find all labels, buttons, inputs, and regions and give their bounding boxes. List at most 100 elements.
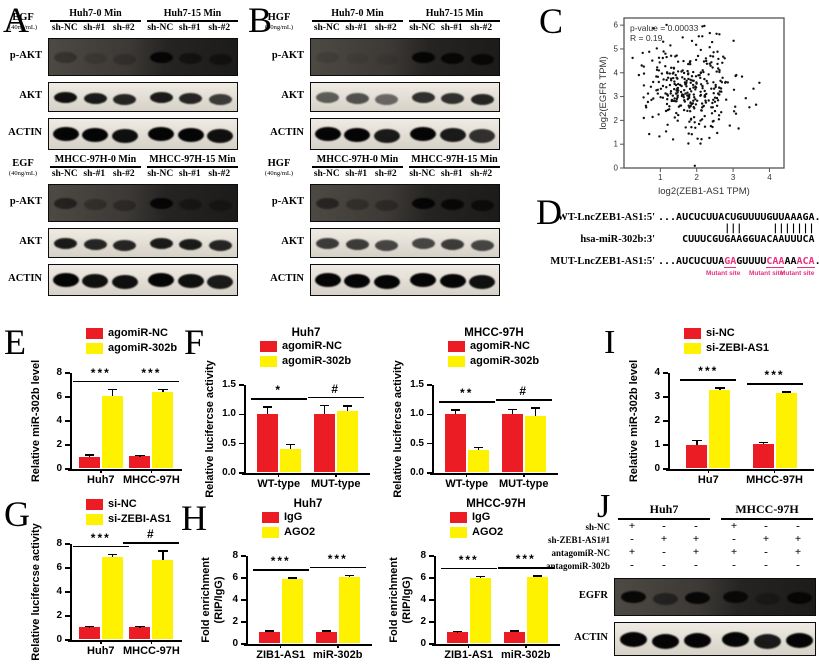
data-point	[682, 93, 685, 97]
data-point	[671, 94, 674, 97]
bar-si-zebi-as1	[775, 393, 797, 468]
lane-label: sh-#2	[208, 23, 231, 33]
lane-label: sh-#1	[178, 23, 201, 33]
legend-swatch	[448, 356, 465, 367]
data-point	[689, 63, 692, 66]
y-tick-label: 0	[232, 638, 238, 649]
data-point	[651, 59, 654, 62]
data-point	[699, 142, 702, 145]
treatment-sign: +	[692, 533, 700, 545]
x-tick-mark	[337, 644, 339, 648]
data-point	[684, 126, 687, 129]
y-tick-label: 1.5	[410, 379, 424, 390]
sequence-text: ||| |||||||	[658, 223, 815, 234]
y-tick-mark	[65, 591, 70, 593]
y-tick-label: 6	[420, 572, 426, 583]
bar-igg	[258, 631, 280, 643]
blot-strip-akt	[310, 82, 500, 112]
data-point	[716, 50, 719, 53]
data-point	[708, 46, 711, 49]
protein-band	[113, 239, 137, 251]
data-point	[688, 61, 692, 64]
error-bar-line	[785, 391, 788, 394]
treatment-sign: -	[662, 546, 666, 558]
bar-agomir-302b	[467, 450, 489, 472]
treatment-sign: -	[662, 559, 666, 571]
sequence-bases: ...AUCUCUUA	[658, 256, 725, 267]
data-point	[714, 85, 717, 89]
data-point	[701, 69, 704, 72]
legend-entry: AGO2	[450, 526, 574, 539]
protein-band	[652, 593, 678, 605]
data-point	[732, 88, 736, 92]
x-tick-mark	[523, 473, 525, 477]
data-point	[672, 99, 675, 103]
protein-band	[314, 127, 341, 141]
legend-swatch	[260, 356, 277, 367]
error-bar-cap	[342, 405, 353, 407]
data-point	[694, 86, 698, 89]
legend-entry: agomiR-302b	[86, 342, 196, 355]
x-tick-mark	[279, 644, 282, 648]
x-tick-mark	[465, 473, 468, 477]
y-tick-label: 1.5	[222, 379, 236, 390]
data-point	[657, 56, 661, 59]
legend-swatch	[450, 527, 467, 538]
data-point	[687, 94, 690, 98]
data-point	[661, 84, 665, 88]
y-axis-line	[432, 385, 434, 473]
panel-h-huh7-bar-chart: Huh7 IgG AGO2 Fold enrichment (RIP/IgG) 0 2 4 6 8…	[198, 498, 374, 662]
bar-agomir-nc	[78, 457, 100, 468]
legend-entry: IgG	[262, 511, 386, 524]
group-label: MHCC-97H	[721, 502, 813, 520]
data-point	[689, 101, 692, 104]
data-point	[674, 83, 678, 87]
data-point	[650, 98, 653, 102]
significance-marker: ***	[141, 365, 162, 380]
protein-band	[208, 239, 232, 251]
data-point	[649, 85, 653, 89]
error-bar-cap	[135, 454, 145, 457]
treatment-sign: +	[794, 533, 802, 545]
data-point	[711, 101, 714, 105]
treatment-sign: +	[628, 520, 636, 532]
wt-sequence-row: WT-LncZEB1-AS1:5' ...AUCUCUUACUGUUUUGUUAA…	[543, 212, 819, 223]
data-point	[709, 124, 713, 128]
data-point	[669, 77, 673, 80]
protein-band	[149, 197, 173, 209]
lane-label: sh-#1	[83, 169, 106, 179]
treatment-sign: -	[796, 520, 800, 532]
y-tick-mark	[241, 621, 246, 623]
data-point	[718, 86, 721, 89]
error-bar-line	[162, 389, 164, 393]
y-tick-label: 1	[654, 439, 660, 450]
data-point	[682, 59, 685, 63]
significance-marker: ***	[90, 365, 111, 380]
significance-line	[123, 380, 180, 383]
data-point	[669, 44, 672, 47]
data-point	[689, 78, 692, 82]
data-point	[694, 43, 698, 46]
sequence-label: MUT-LncZEB1-AS1:5'	[550, 256, 655, 267]
scatter-svg: 1 2 3 4 0 1 2 3 4 5 6 log2(ZEB1-AS1 TPM) log2(EGFR T…	[598, 17, 785, 197]
protein-band	[111, 129, 138, 143]
protein-band	[52, 273, 79, 287]
protein-band	[111, 275, 138, 289]
panel-b-letter: B	[248, 0, 273, 40]
category-label: MHCC-97H	[122, 645, 180, 657]
protein-band	[373, 129, 400, 143]
x-tick-label: 2	[695, 173, 700, 182]
data-point	[682, 71, 686, 75]
data-point	[656, 88, 659, 92]
error-bar-line	[534, 408, 537, 417]
error-bar-cap	[84, 625, 95, 628]
data-point	[705, 59, 708, 63]
data-point	[703, 77, 706, 81]
panel-f-letter: F	[184, 322, 205, 362]
protein-band	[721, 631, 749, 647]
protein-band	[411, 197, 435, 209]
bar-si-nc	[129, 627, 151, 639]
data-point	[691, 79, 694, 82]
error-bar-cap	[285, 443, 296, 446]
data-point	[699, 83, 703, 86]
